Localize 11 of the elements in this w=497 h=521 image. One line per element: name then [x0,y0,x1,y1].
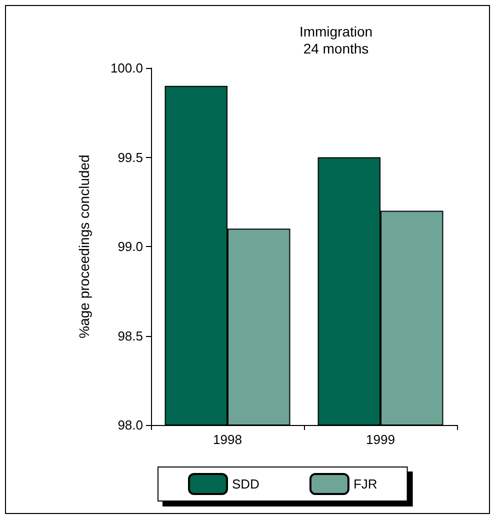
y-axis-title: %age proceedings concluded [76,154,92,338]
chart-title: Immigration 24 months [299,24,373,56]
y-tick-label: 98.5 [118,328,143,344]
y-tick-label: 100.0 [110,60,143,76]
legend-label: FJR [353,476,378,492]
x-tick-label: 1999 [366,432,395,447]
y-tick-label: 99.5 [118,150,143,165]
legend-label: SDD [232,476,260,492]
x-tick-label: 1998 [213,432,242,447]
y-tick-label: 98.0 [118,418,143,432]
y-tick-label: 99.0 [118,239,143,254]
